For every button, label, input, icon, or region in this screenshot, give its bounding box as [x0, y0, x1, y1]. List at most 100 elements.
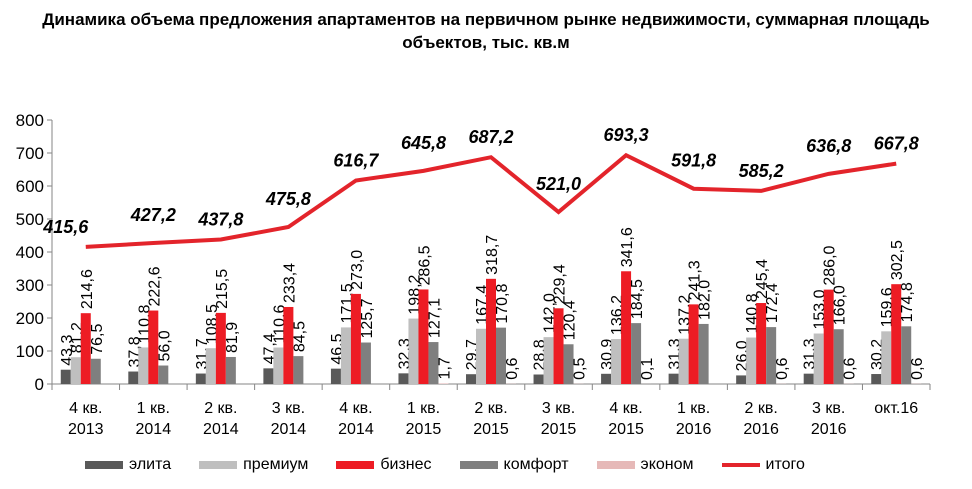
legend-swatch [459, 461, 498, 469]
legend-swatch [199, 461, 238, 469]
legend-swatch [336, 461, 375, 469]
bar-премиум [340, 327, 351, 384]
total-label: 616,7 [333, 150, 379, 170]
bar-элита [533, 374, 544, 384]
data-label: 233,4 [281, 263, 298, 303]
data-label: 0,6 [842, 357, 859, 379]
bar-премиум [611, 339, 622, 384]
bar-комфорт [833, 329, 844, 384]
x-tick-label: 2015 [608, 421, 644, 438]
data-label: 174,8 [899, 282, 916, 322]
x-tick-label: 3 кв. [812, 400, 845, 417]
legend-item: бизнес [336, 456, 432, 474]
bar-элита [871, 374, 882, 384]
y-tick-label: 600 [16, 177, 44, 196]
x-tick-label: 1 кв. [407, 400, 440, 417]
bar-комфорт [90, 358, 101, 384]
bar-бизнес [80, 313, 91, 384]
bar-элита [803, 373, 814, 384]
bar-бизнес [553, 308, 564, 384]
bar-премиум [205, 348, 216, 384]
bar-бизнес [148, 310, 159, 384]
legend-item: комфорт [459, 456, 569, 474]
data-label: 222,6 [146, 266, 163, 306]
bar-премиум [678, 338, 689, 384]
bar-элита [736, 375, 747, 384]
total-label: 415,6 [42, 217, 89, 237]
data-label: 286,0 [822, 245, 839, 285]
data-label: 172,4 [764, 283, 781, 323]
y-tick-label: 700 [16, 144, 44, 163]
x-tick-label: 2016 [743, 421, 779, 438]
x-tick-label: 2 кв. [474, 400, 507, 417]
x-tick-label: 3 кв. [272, 400, 305, 417]
x-tick-label: 2016 [811, 421, 847, 438]
x-tick-label: 2015 [406, 421, 442, 438]
bar-комфорт [901, 326, 912, 384]
total-label: 427,2 [130, 205, 176, 225]
bar-премиум [543, 337, 554, 384]
line-итого [85, 152, 897, 249]
total-label: 475,8 [265, 189, 311, 209]
data-label: 341,6 [619, 227, 636, 267]
bar-премиум [881, 331, 892, 384]
y-tick-label: 400 [16, 243, 44, 262]
bar-бизнес [756, 303, 767, 384]
bar-премиум [813, 333, 824, 384]
bar-бизнес [891, 284, 902, 384]
data-label: 81,9 [224, 322, 241, 353]
x-tick-label: 1 кв. [137, 400, 170, 417]
x-tick-label: 2014 [338, 421, 374, 438]
legend-label: комфорт [503, 456, 569, 473]
x-tick-label: 1 кв. [677, 400, 710, 417]
data-label: 241,3 [687, 260, 704, 300]
y-tick-label: 800 [16, 111, 44, 130]
legend-swatch [85, 461, 123, 469]
total-label: 585,2 [739, 161, 784, 181]
total-label: 437,8 [197, 210, 243, 230]
y-tick-label: 500 [16, 210, 44, 229]
data-label: 84,5 [291, 321, 308, 352]
bar-элита [330, 368, 341, 384]
data-label: 125,7 [359, 298, 376, 338]
data-label: 286,5 [416, 245, 433, 285]
bar-бизнес [283, 306, 294, 384]
data-label: 184,5 [629, 279, 646, 319]
legend-swatch [721, 463, 760, 467]
bar-бизнес [350, 293, 361, 384]
total-label: 645,8 [401, 133, 446, 153]
y-tick-label: 200 [16, 309, 44, 328]
x-tick-label: 2014 [203, 421, 239, 438]
bar-бизнес [418, 289, 429, 384]
bar-бизнес [823, 289, 834, 384]
total-label: 636,8 [806, 136, 851, 156]
x-tick-label: 2 кв. [745, 400, 778, 417]
bar-премиум [70, 357, 81, 384]
bar-премиум [138, 347, 149, 384]
bar-комфорт [698, 323, 709, 384]
bar-бизнес [486, 278, 496, 384]
x-tick-label: 2013 [68, 421, 104, 438]
legend-label: элита [129, 456, 172, 473]
data-label: 0,1 [639, 358, 656, 380]
legend: элита премиум бизнес комфорт эконом итого [85, 456, 833, 474]
bar-элита [128, 371, 139, 384]
bar-бизнес [621, 271, 632, 384]
x-tick-label: 2 кв. [204, 400, 237, 417]
bar-комфорт [766, 327, 777, 384]
bar-комфорт [631, 323, 642, 384]
x-tick-label: 2016 [676, 421, 712, 438]
data-label: 229,4 [552, 264, 569, 304]
legend-swatch [596, 461, 635, 469]
bar-комфорт [225, 356, 236, 384]
legend-label: итого [765, 456, 805, 473]
bar-элита [601, 373, 612, 384]
data-label: 302,5 [889, 240, 906, 280]
legend-item: эконом [596, 456, 694, 474]
data-label: 214,6 [79, 269, 96, 309]
x-tick-label: 3 кв. [542, 400, 575, 417]
bar-элита [398, 373, 409, 384]
legend-label: бизнес [380, 456, 432, 473]
